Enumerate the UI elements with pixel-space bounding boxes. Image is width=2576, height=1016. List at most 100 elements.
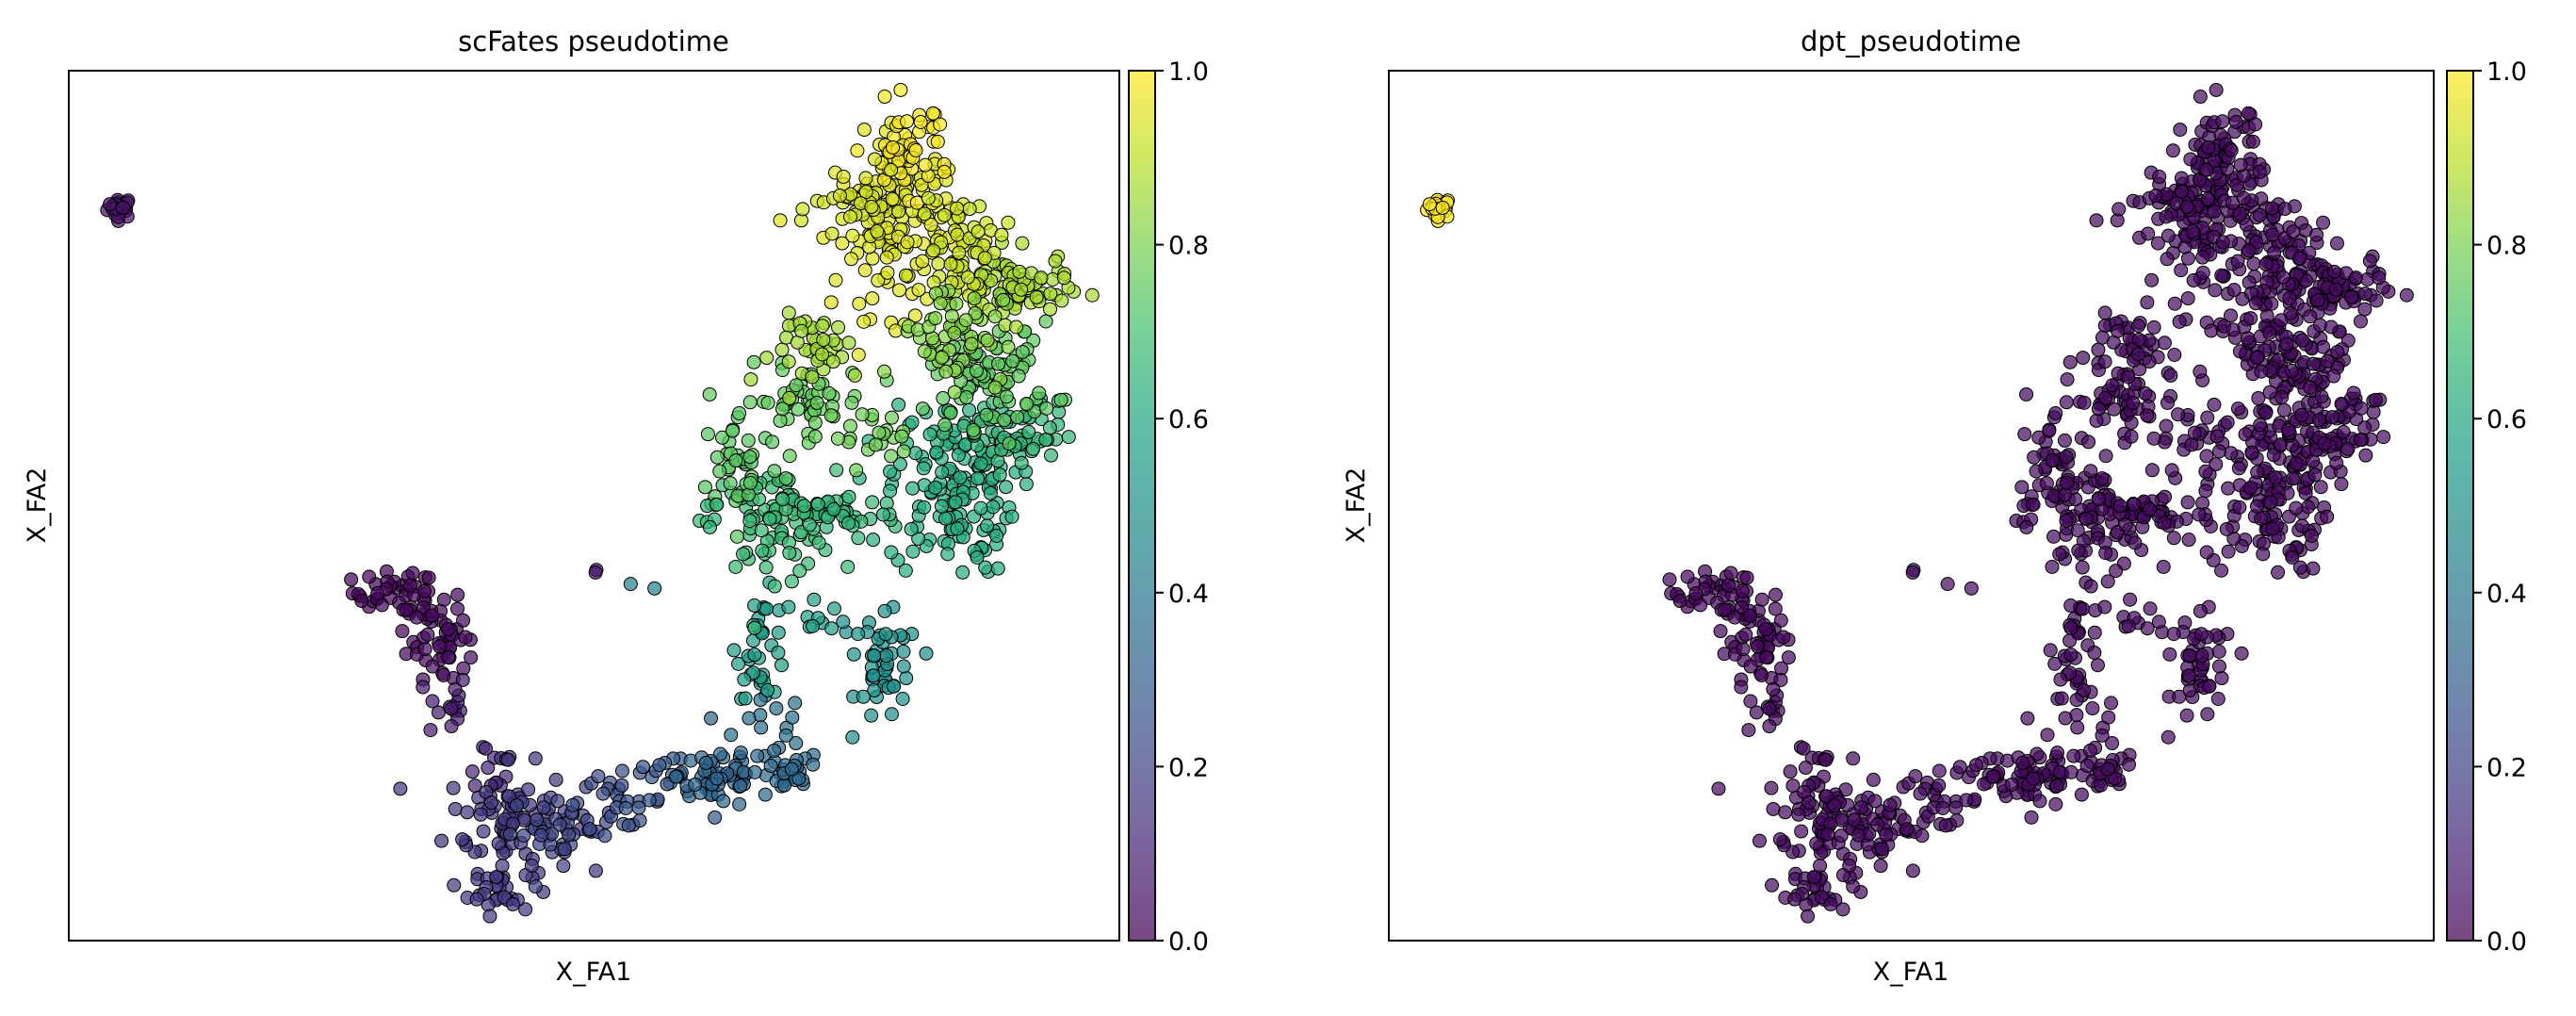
data-point — [980, 518, 995, 533]
data-point — [2082, 743, 2097, 758]
data-point — [879, 648, 894, 664]
data-point — [864, 708, 879, 723]
data-point — [2267, 245, 2282, 260]
data-point — [1773, 613, 1788, 628]
data-point — [2275, 270, 2291, 285]
data-point — [2015, 755, 2030, 770]
data-point — [1781, 650, 1796, 665]
data-point — [867, 647, 882, 663]
data-point — [2058, 487, 2073, 502]
data-point — [528, 751, 543, 766]
data-point — [1034, 270, 1049, 286]
data-point — [2192, 507, 2207, 522]
data-point — [929, 445, 944, 460]
scatter-points — [100, 82, 1100, 924]
data-point — [2241, 106, 2256, 121]
data-point — [2295, 333, 2310, 348]
data-point — [2316, 215, 2331, 230]
data-point — [2244, 445, 2259, 460]
data-point — [1766, 681, 1781, 696]
data-point — [1019, 396, 1035, 411]
data-point — [2221, 481, 2236, 496]
data-point — [1727, 610, 1742, 625]
data-point — [1915, 828, 1930, 844]
data-point — [2221, 544, 2236, 559]
data-point — [2242, 243, 2257, 258]
data-point — [2031, 430, 2046, 445]
data-point — [565, 797, 580, 812]
data-point — [2128, 535, 2143, 550]
data-point — [795, 202, 810, 217]
data-point — [2301, 500, 2316, 515]
data-point — [2254, 364, 2269, 379]
data-point — [892, 457, 907, 472]
data-point — [2026, 497, 2041, 512]
data-point — [774, 342, 790, 357]
colorbar: 0.0 0.2 0.4 0.6 0.8 1.0 — [1128, 57, 1209, 957]
data-point — [456, 613, 471, 628]
data-point — [2124, 429, 2139, 444]
data-point — [763, 758, 778, 773]
data-point — [2193, 603, 2208, 618]
data-point — [2089, 213, 2104, 228]
data-point — [807, 415, 823, 430]
data-point — [2045, 453, 2060, 468]
data-point — [2060, 475, 2075, 490]
data-point — [758, 560, 774, 575]
data-point — [2207, 397, 2222, 412]
data-point — [824, 621, 840, 636]
data-point — [937, 418, 953, 433]
data-point — [908, 143, 923, 158]
data-point — [1791, 807, 1806, 822]
data-point — [1948, 800, 1964, 815]
data-point — [841, 489, 856, 504]
data-point — [967, 291, 982, 306]
data-point — [2209, 457, 2224, 472]
data-point — [1778, 805, 1793, 820]
data-point — [1043, 287, 1058, 302]
data-point — [2200, 410, 2215, 425]
data-point — [2208, 283, 2223, 298]
data-point — [697, 480, 712, 495]
colorbar-tick-label: 0.2 — [1168, 753, 1209, 782]
x-axis-label: X_FA1 — [1873, 958, 1949, 987]
data-point — [2052, 547, 2067, 562]
data-point — [712, 746, 727, 762]
data-point — [899, 671, 914, 686]
data-point — [505, 896, 520, 911]
data-point — [647, 581, 662, 596]
data-point — [884, 162, 899, 177]
data-point — [1002, 436, 1017, 451]
data-point — [1038, 433, 1053, 448]
data-point — [858, 171, 873, 186]
data-point — [416, 680, 431, 695]
data-point — [870, 223, 885, 238]
data-point — [536, 800, 551, 815]
colorbar-tick-label: 0.6 — [2486, 405, 2527, 434]
data-point — [815, 347, 830, 362]
data-point — [1754, 667, 1769, 682]
data-point — [2094, 778, 2109, 793]
data-point — [448, 801, 463, 816]
data-point — [2362, 254, 2377, 269]
data-point — [447, 877, 462, 893]
data-point — [524, 859, 539, 874]
data-point — [2357, 420, 2372, 435]
data-point — [2340, 441, 2356, 456]
data-point — [2326, 264, 2341, 279]
data-point — [1827, 798, 1842, 813]
colorbar-tick-label: 0.2 — [2486, 753, 2527, 782]
data-point — [2285, 471, 2300, 486]
data-point — [2353, 433, 2368, 448]
data-point — [1720, 578, 1736, 593]
data-point — [885, 191, 900, 206]
data-point — [921, 190, 936, 205]
data-point — [2095, 471, 2110, 486]
data-point — [1015, 236, 1030, 251]
data-point — [1738, 627, 1753, 642]
data-point — [736, 547, 751, 562]
data-point — [755, 543, 770, 558]
data-point — [937, 164, 952, 179]
data-point — [773, 213, 788, 228]
data-point — [760, 395, 775, 410]
